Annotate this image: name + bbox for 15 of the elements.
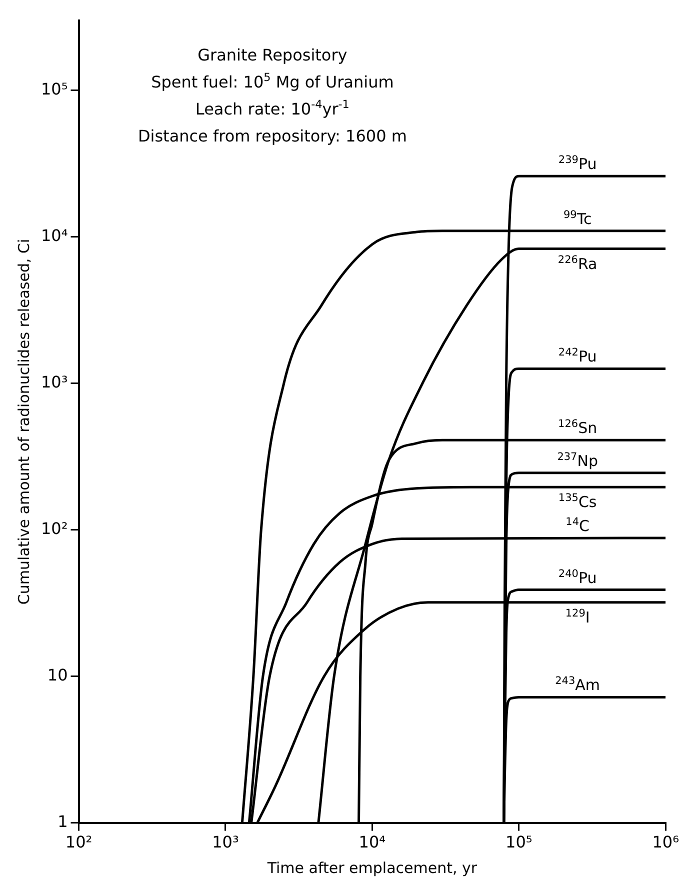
x-tick-label: 10⁵ [506,832,532,852]
x-tick-label: 10² [65,832,92,852]
y-tick-label: 10⁵ [40,80,68,99]
y-axis-title: Cumulative amount of radionuclides released, Ci [14,238,33,605]
y-tick-label: 1 [58,812,68,831]
x-tick-label: 10⁶ [652,832,680,852]
y-tick-label: 10⁴ [40,226,68,246]
annotation: Granite Repository [198,46,348,65]
y-tick-label: 10 [47,665,68,684]
y-tick-label: 10² [40,519,68,538]
annotation: Distance from repository: 1600 m [138,126,407,146]
x-tick-label: 10³ [212,832,239,852]
y-tick-label: 10³ [40,372,68,392]
x-tick-label: 10⁴ [358,832,386,852]
x-axis-title: Time after emplacement, yr [266,858,478,877]
